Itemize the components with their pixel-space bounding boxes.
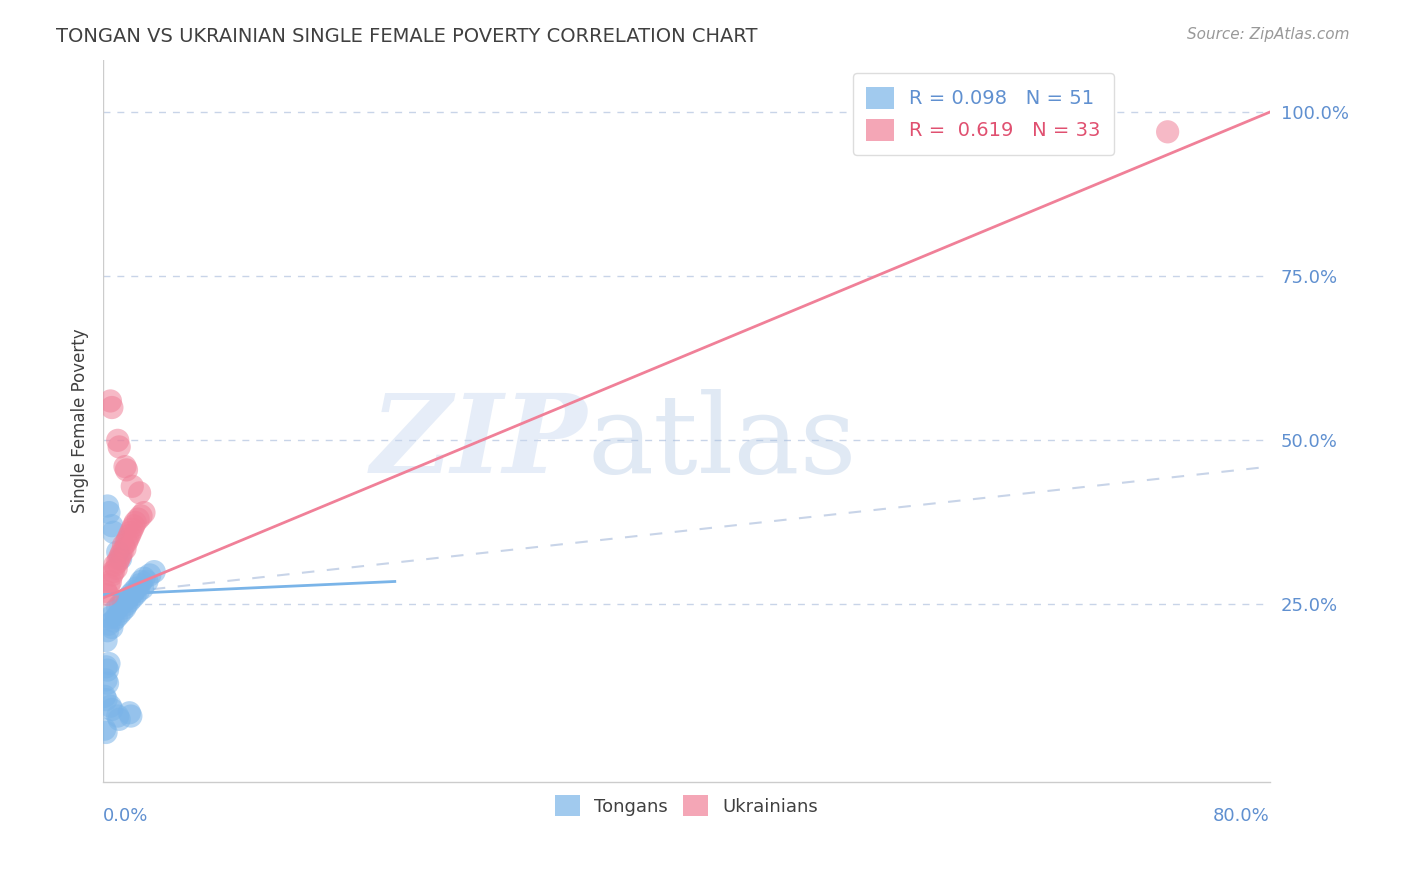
Text: Source: ZipAtlas.com: Source: ZipAtlas.com (1187, 27, 1350, 42)
Point (94, 673, 117, 687)
Point (114, 459, 136, 474)
Point (103, 614, 125, 628)
Point (96, 499, 118, 513)
Point (105, 561, 128, 575)
Point (143, 565, 166, 579)
Point (121, 591, 143, 605)
Point (110, 551, 132, 566)
Point (139, 568, 162, 582)
Point (96, 676, 118, 690)
Point (94, 660, 117, 674)
Text: ZIP: ZIP (371, 389, 588, 496)
Point (107, 600, 129, 615)
Point (121, 522, 143, 536)
Point (124, 516, 146, 530)
Text: 0.0%: 0.0% (103, 807, 149, 825)
Point (107, 555, 129, 569)
Point (112, 538, 135, 552)
Text: 80.0%: 80.0% (1213, 807, 1270, 825)
Point (107, 434, 129, 448)
Point (97, 506, 120, 520)
Point (96, 588, 118, 602)
Point (120, 588, 142, 602)
Point (122, 518, 145, 533)
Point (111, 604, 134, 618)
Point (129, 574, 152, 589)
Point (132, 571, 155, 585)
Point (124, 588, 146, 602)
Point (118, 594, 141, 608)
Point (112, 594, 135, 608)
Point (120, 525, 142, 540)
Point (104, 558, 127, 572)
Point (128, 486, 150, 500)
Point (125, 581, 148, 595)
Point (97, 578, 120, 592)
Point (132, 506, 155, 520)
Text: TONGAN VS UKRAINIAN SINGLE FEMALE POVERTY CORRELATION CHART: TONGAN VS UKRAINIAN SINGLE FEMALE POVERT… (56, 27, 758, 45)
Point (94, 633, 117, 648)
Point (118, 706, 141, 720)
Point (94, 584, 117, 599)
Point (115, 463, 138, 477)
Y-axis label: Single Female Poverty: Single Female Poverty (72, 328, 89, 513)
Point (93, 690, 115, 704)
Point (115, 598, 138, 612)
Point (108, 607, 131, 622)
Text: atlas: atlas (588, 389, 856, 496)
Point (100, 699, 122, 714)
Point (100, 610, 122, 624)
Point (94, 692, 117, 706)
Point (105, 610, 128, 624)
Point (127, 512, 149, 526)
Legend: Tongans, Ukrainians: Tongans, Ukrainians (547, 788, 825, 823)
Point (100, 394, 122, 409)
Point (117, 532, 139, 546)
Point (135, 574, 157, 589)
Point (114, 541, 136, 556)
Point (117, 591, 139, 605)
Point (1156, 125, 1178, 139)
Point (93, 722, 115, 736)
Point (100, 574, 122, 589)
Point (108, 551, 131, 566)
Point (96, 663, 118, 677)
Point (94, 725, 117, 739)
Point (107, 545, 129, 559)
Point (110, 548, 132, 562)
Point (115, 535, 138, 549)
Point (97, 657, 120, 671)
Point (121, 479, 143, 493)
Point (97, 617, 120, 632)
Point (128, 578, 150, 592)
Point (104, 604, 127, 618)
Point (118, 528, 141, 542)
Point (111, 545, 134, 559)
Point (131, 581, 153, 595)
Point (101, 401, 124, 415)
Point (107, 709, 129, 723)
Point (103, 565, 125, 579)
Point (108, 440, 131, 454)
Point (122, 584, 145, 599)
Point (120, 709, 142, 723)
Point (108, 712, 131, 726)
Point (127, 584, 149, 599)
Point (101, 620, 124, 634)
Point (96, 624, 118, 638)
Point (101, 702, 124, 716)
Point (101, 518, 124, 533)
Point (101, 568, 124, 582)
Point (129, 508, 152, 523)
Point (103, 525, 125, 540)
Point (114, 600, 136, 615)
Point (110, 598, 132, 612)
